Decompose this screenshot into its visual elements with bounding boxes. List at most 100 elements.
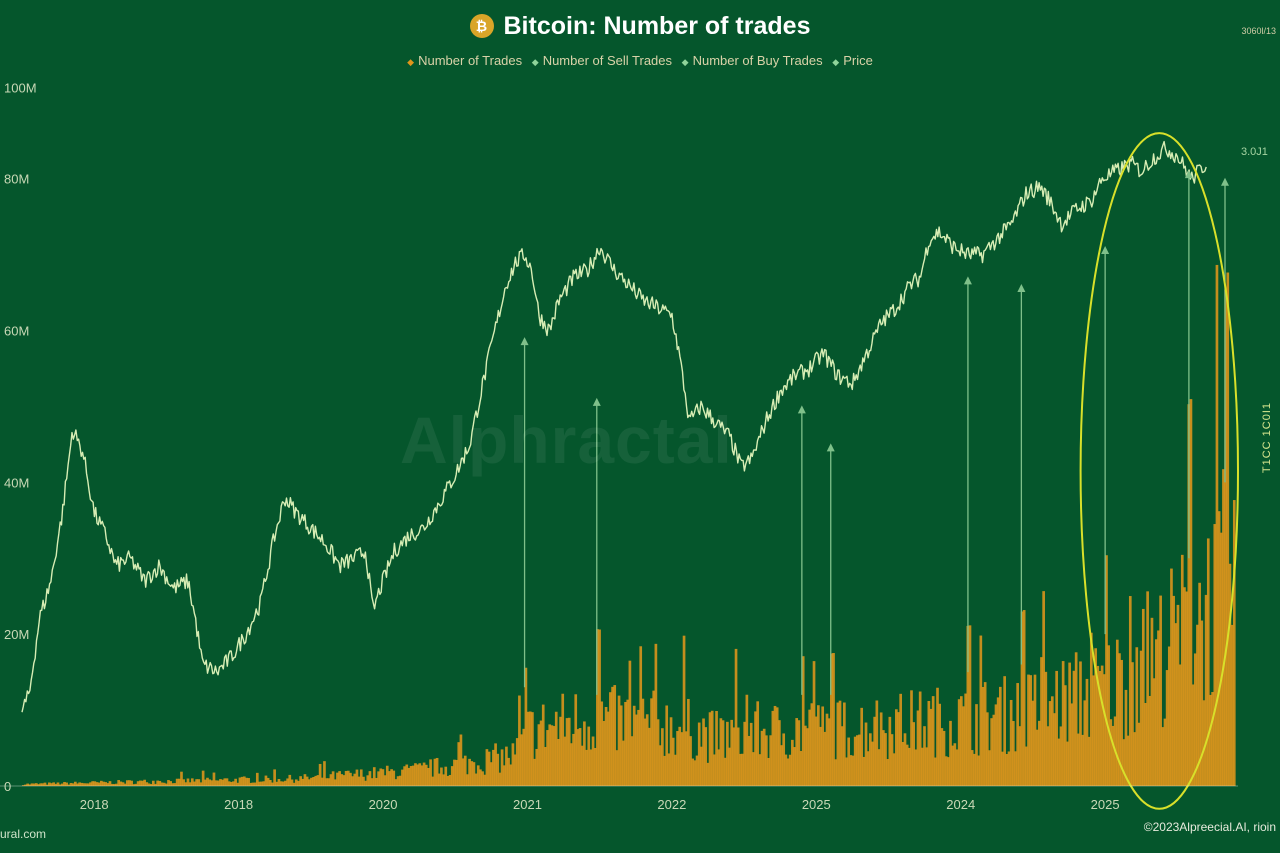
- trade-bar: [687, 698, 690, 786]
- trade-bar: [466, 774, 469, 786]
- trade-bar: [403, 766, 406, 786]
- trade-bar: [628, 660, 632, 786]
- diamond-icon: ◆: [531, 57, 539, 67]
- trade-bar: [522, 728, 526, 786]
- trade-bar: [730, 719, 734, 786]
- trade-bar: [1094, 648, 1097, 786]
- trade-bar: [801, 656, 805, 786]
- trade-bar: [123, 783, 127, 786]
- trade-bar: [713, 754, 716, 786]
- x-tick-label: 2018: [80, 797, 109, 812]
- arrow-head-icon: [963, 276, 972, 285]
- trade-bar: [526, 711, 530, 786]
- legend-item-buy-trades[interactable]: ◆ Number of Buy Trades: [681, 53, 823, 68]
- trade-bar: [1228, 563, 1232, 786]
- trade-bar: [407, 767, 411, 786]
- trade-bar: [645, 714, 649, 786]
- trade-bar: [240, 776, 244, 786]
- trade-bar: [520, 734, 523, 786]
- trade-bar: [1170, 568, 1173, 786]
- trade-bar: [147, 783, 151, 786]
- trade-bar: [914, 749, 918, 786]
- trade-bar: [184, 782, 188, 786]
- trade-bar: [212, 772, 216, 786]
- trade-bar: [351, 776, 354, 786]
- trade-bar: [427, 767, 430, 786]
- trade-bar: [760, 730, 764, 786]
- trade-bar: [871, 741, 874, 786]
- trade-bar: [227, 781, 231, 786]
- trade-bar: [955, 749, 959, 786]
- trade-bar: [366, 775, 370, 786]
- trade-bar: [1087, 736, 1091, 786]
- trade-bar: [745, 694, 749, 786]
- trade-bar: [793, 747, 796, 786]
- trade-bar: [54, 783, 58, 786]
- corner-info: 3060l/13: [1241, 26, 1276, 36]
- trade-bar: [206, 777, 209, 786]
- trade-bar: [1024, 746, 1028, 786]
- diamond-icon: ◆: [407, 57, 415, 67]
- trade-bar: [26, 783, 29, 786]
- trade-bar: [940, 728, 944, 786]
- trade-bar: [734, 648, 738, 786]
- annotation-arrows: [520, 170, 1230, 695]
- trade-bar: [164, 783, 168, 786]
- trade-bar: [1187, 404, 1191, 786]
- trade-bar: [962, 706, 965, 786]
- trade-bar: [82, 783, 86, 786]
- trade-bar: [310, 777, 313, 786]
- trade-bar: [732, 727, 736, 786]
- trade-bar: [544, 746, 547, 786]
- trade-bar: [762, 728, 766, 786]
- trade-bar: [388, 771, 391, 786]
- trade-bar: [897, 712, 900, 786]
- trade-bar: [1100, 665, 1104, 786]
- trade-bar: [197, 779, 201, 786]
- trade-bar: [1124, 689, 1128, 786]
- trade-bar: [238, 777, 242, 786]
- legend-item-price[interactable]: ◆ Price: [832, 53, 873, 68]
- trade-bar: [318, 763, 322, 786]
- trade-bar: [312, 776, 315, 786]
- trade-bar: [1215, 264, 1219, 786]
- trade-bar: [1204, 594, 1208, 786]
- trade-bar: [775, 707, 779, 786]
- trade-bar: [1050, 696, 1054, 786]
- trade-bar: [643, 718, 647, 786]
- trade-bar: [169, 781, 172, 786]
- trade-bar: [1042, 591, 1045, 786]
- trade-bar: [1011, 721, 1015, 786]
- legend-item-trades[interactable]: ◆ Number of Trades: [407, 53, 523, 68]
- trade-bar: [511, 743, 515, 786]
- trade-bar: [689, 736, 692, 786]
- trade-bar: [338, 771, 341, 786]
- trade-bar: [232, 781, 235, 786]
- trade-bar: [624, 702, 627, 786]
- price-tag: 3.0J1: [1241, 146, 1268, 158]
- trade-bar: [1014, 751, 1017, 786]
- trade-bar: [531, 712, 534, 786]
- trade-bar: [115, 783, 118, 786]
- trade-bar: [1070, 703, 1074, 786]
- trade-bar: [84, 783, 88, 786]
- trade-bar: [1102, 674, 1106, 786]
- trade-bar: [1174, 623, 1178, 786]
- trade-bar: [635, 714, 638, 786]
- trade-bar: [723, 757, 727, 786]
- trade-bar: [866, 751, 870, 786]
- trade-bar: [782, 733, 786, 786]
- trade-bar: [1159, 595, 1162, 786]
- trade-bar: [1040, 657, 1043, 786]
- trade-bar: [242, 776, 246, 786]
- y-tick-label: 20M: [4, 627, 29, 642]
- trade-bar: [1163, 718, 1167, 786]
- trade-bar: [780, 745, 783, 786]
- legend-item-sell-trades[interactable]: ◆ Number of Sell Trades: [531, 53, 673, 68]
- trade-bar: [229, 781, 233, 786]
- trade-bar: [1211, 692, 1214, 786]
- chart-title: ₿ Bitcoin: Number of trades: [0, 12, 1280, 41]
- trade-bar: [188, 782, 192, 786]
- trade-bar: [702, 718, 705, 786]
- trade-bar: [574, 694, 578, 786]
